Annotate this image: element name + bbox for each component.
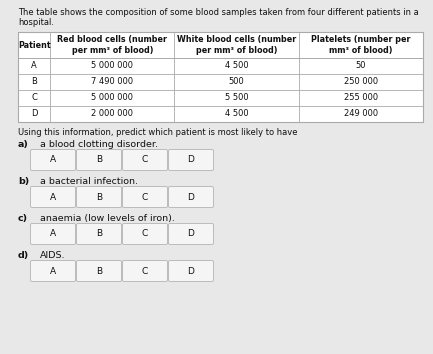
FancyBboxPatch shape xyxy=(77,223,122,245)
Text: C: C xyxy=(31,93,37,103)
Text: a blood clotting disorder.: a blood clotting disorder. xyxy=(40,140,158,149)
Text: b): b) xyxy=(18,177,29,186)
Text: D: D xyxy=(31,109,37,119)
Text: D: D xyxy=(187,155,194,165)
Text: 4 500: 4 500 xyxy=(225,62,249,70)
FancyBboxPatch shape xyxy=(77,261,122,281)
FancyBboxPatch shape xyxy=(168,187,213,207)
FancyBboxPatch shape xyxy=(30,223,75,245)
Text: B: B xyxy=(31,78,37,86)
Text: 7 490 000: 7 490 000 xyxy=(91,78,133,86)
FancyBboxPatch shape xyxy=(30,149,75,171)
Text: B: B xyxy=(96,193,102,201)
Text: 500: 500 xyxy=(229,78,245,86)
Text: Platelets (number per
mm³ of blood): Platelets (number per mm³ of blood) xyxy=(311,35,410,55)
FancyBboxPatch shape xyxy=(30,187,75,207)
Bar xyxy=(18,32,423,122)
FancyBboxPatch shape xyxy=(77,149,122,171)
Text: The table shows the composition of some blood samples taken from four different : The table shows the composition of some … xyxy=(18,8,419,17)
Text: D: D xyxy=(187,229,194,239)
Text: d): d) xyxy=(18,251,29,260)
Text: 4 500: 4 500 xyxy=(225,109,249,119)
Text: 5 000 000: 5 000 000 xyxy=(91,62,133,70)
Text: hospital.: hospital. xyxy=(18,18,54,27)
Text: A: A xyxy=(50,267,56,275)
Text: a): a) xyxy=(18,140,29,149)
Text: 249 000: 249 000 xyxy=(344,109,378,119)
Text: C: C xyxy=(142,267,148,275)
Text: C: C xyxy=(142,229,148,239)
FancyBboxPatch shape xyxy=(123,149,168,171)
Text: D: D xyxy=(187,267,194,275)
Text: 5 500: 5 500 xyxy=(225,93,249,103)
Text: 2 000 000: 2 000 000 xyxy=(91,109,133,119)
Text: C: C xyxy=(142,155,148,165)
Text: anaemia (low levels of iron).: anaemia (low levels of iron). xyxy=(40,214,175,223)
Text: Patient: Patient xyxy=(18,40,50,50)
Text: a bacterial infection.: a bacterial infection. xyxy=(40,177,138,186)
Text: 5 000 000: 5 000 000 xyxy=(91,93,133,103)
Text: AIDS.: AIDS. xyxy=(40,251,65,260)
FancyBboxPatch shape xyxy=(123,187,168,207)
Text: 250 000: 250 000 xyxy=(344,78,378,86)
Text: B: B xyxy=(96,229,102,239)
Text: c): c) xyxy=(18,214,28,223)
Text: D: D xyxy=(187,193,194,201)
Text: A: A xyxy=(50,193,56,201)
FancyBboxPatch shape xyxy=(168,149,213,171)
Text: Using this information, predict which patient is most likely to have: Using this information, predict which pa… xyxy=(18,128,297,137)
FancyBboxPatch shape xyxy=(123,223,168,245)
Text: A: A xyxy=(31,62,37,70)
FancyBboxPatch shape xyxy=(30,261,75,281)
Text: White blood cells (number
per mm³ of blood): White blood cells (number per mm³ of blo… xyxy=(177,35,296,55)
Text: 255 000: 255 000 xyxy=(344,93,378,103)
Text: Red blood cells (number
per mm³ of blood): Red blood cells (number per mm³ of blood… xyxy=(57,35,167,55)
FancyBboxPatch shape xyxy=(77,187,122,207)
Text: A: A xyxy=(50,229,56,239)
Text: 50: 50 xyxy=(355,62,366,70)
FancyBboxPatch shape xyxy=(168,223,213,245)
FancyBboxPatch shape xyxy=(123,261,168,281)
Text: A: A xyxy=(50,155,56,165)
Text: C: C xyxy=(142,193,148,201)
Text: B: B xyxy=(96,155,102,165)
FancyBboxPatch shape xyxy=(168,261,213,281)
Text: B: B xyxy=(96,267,102,275)
